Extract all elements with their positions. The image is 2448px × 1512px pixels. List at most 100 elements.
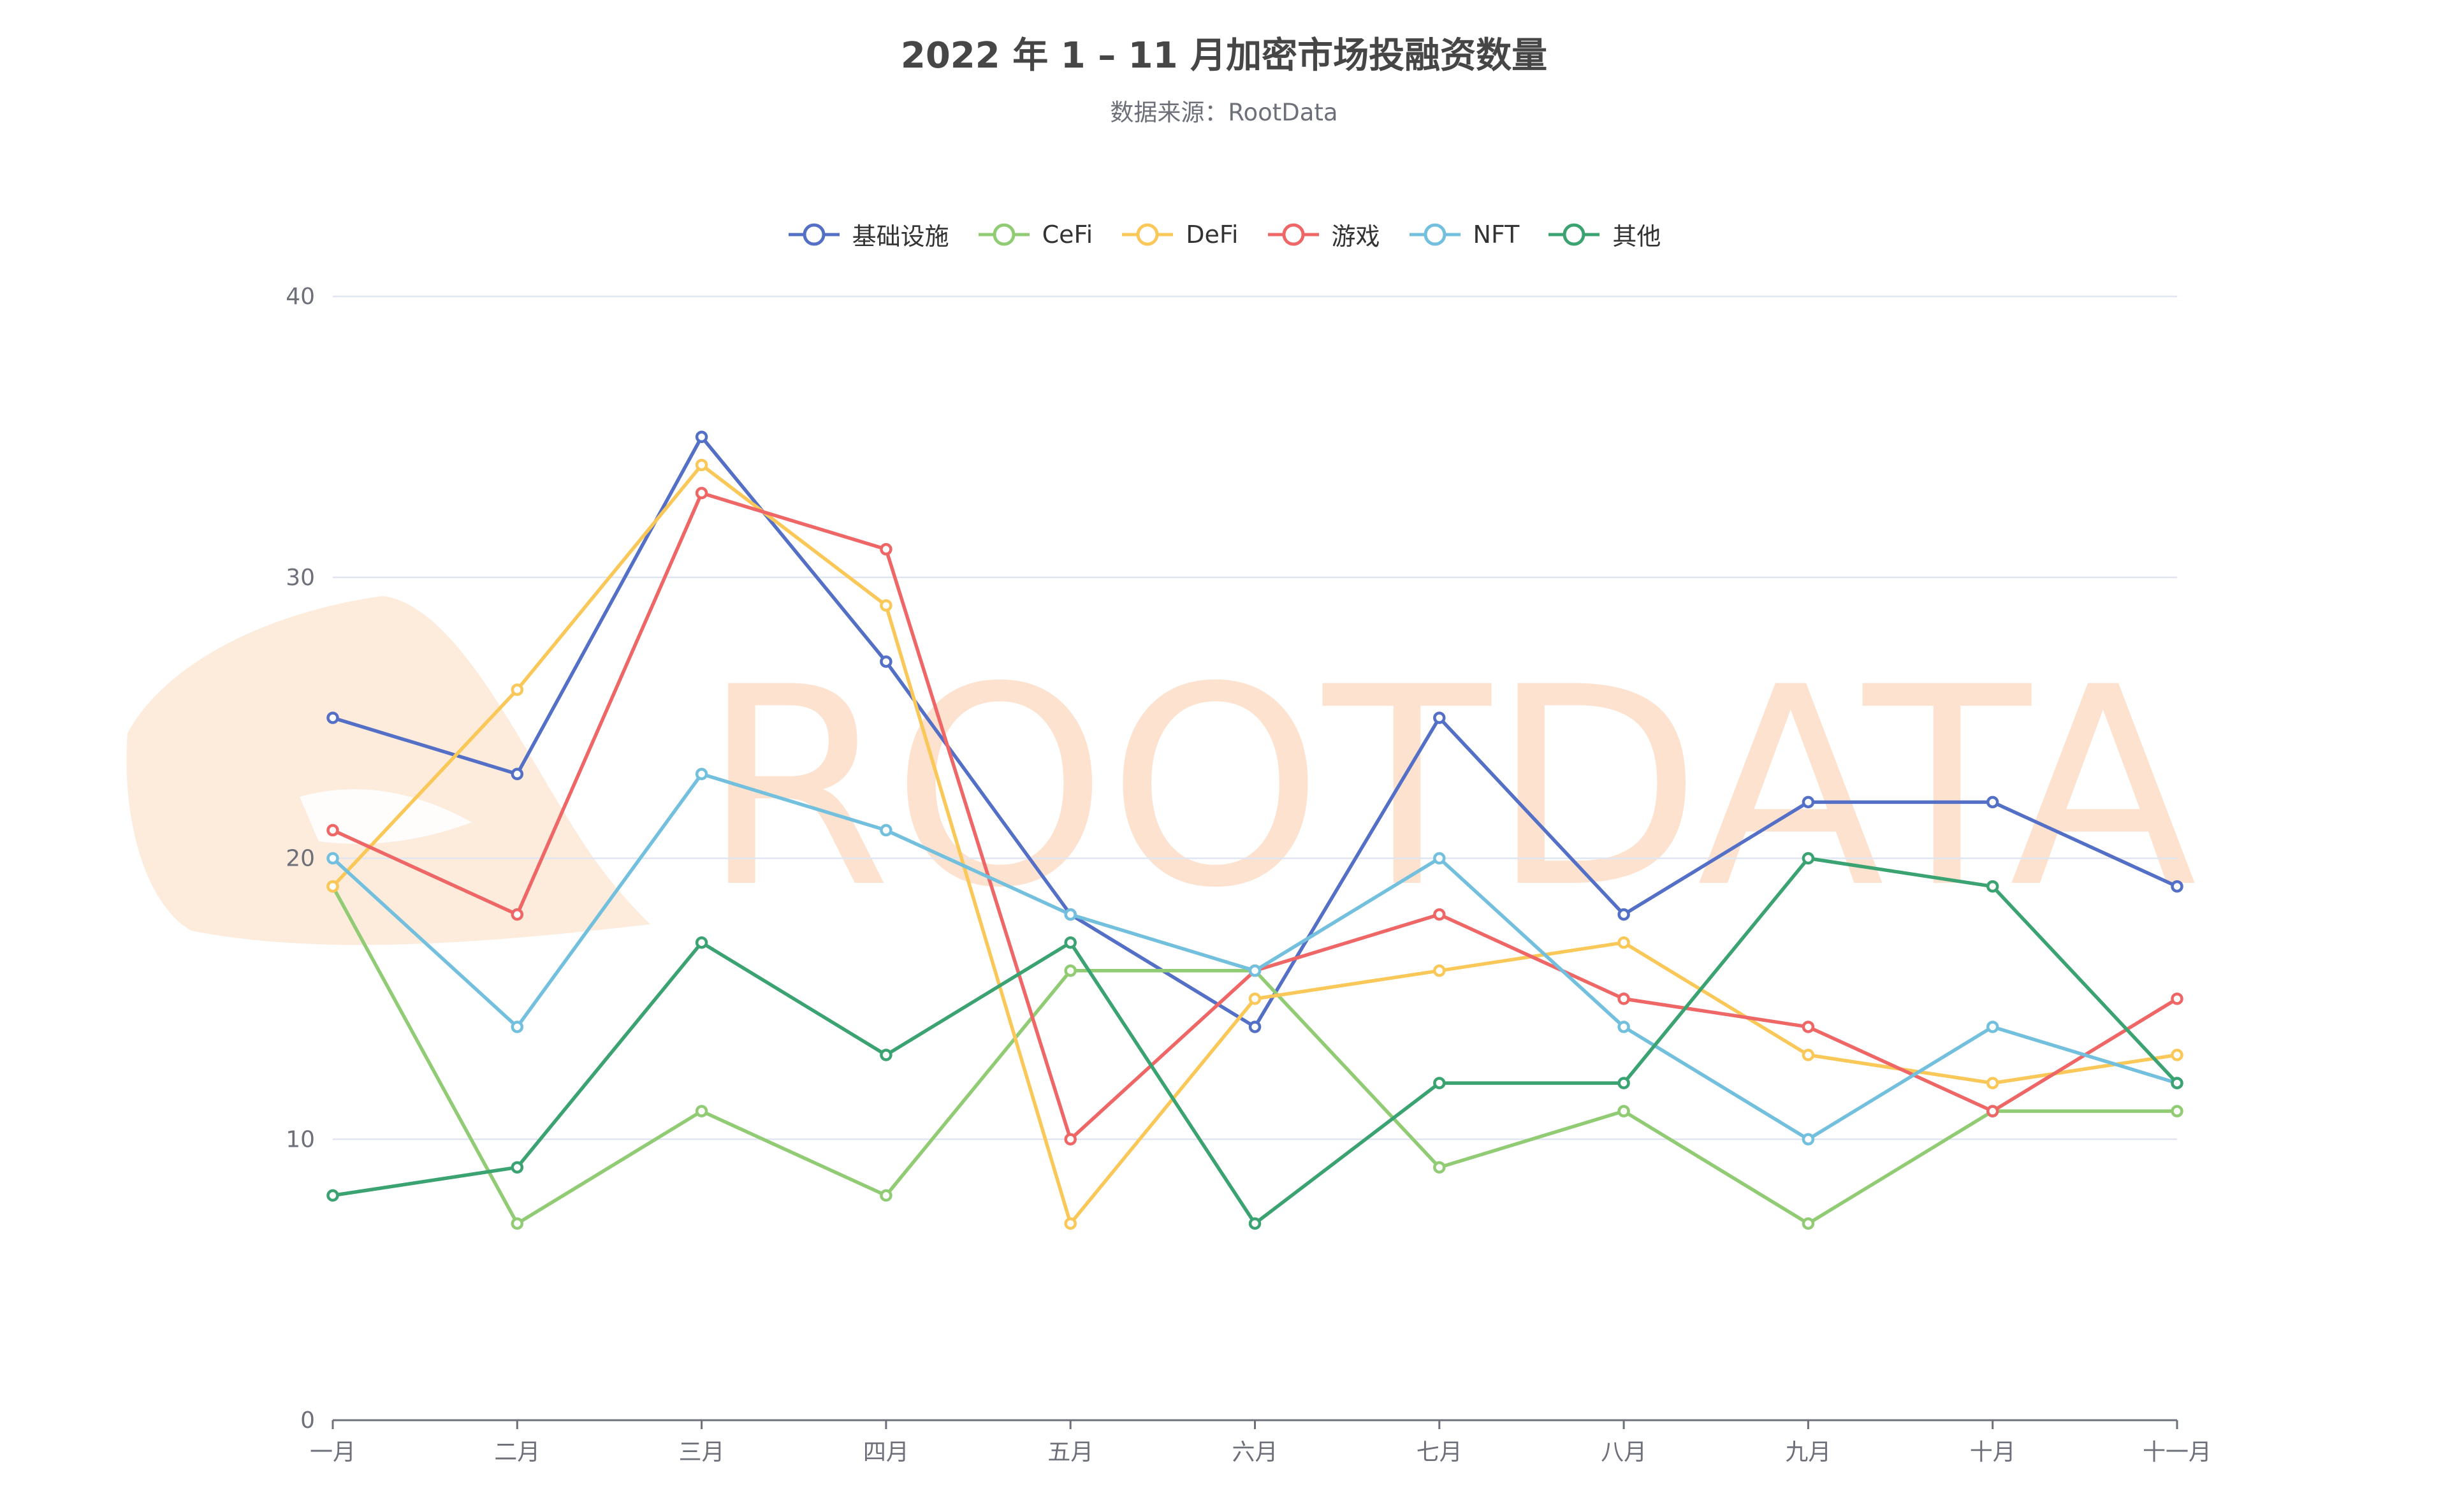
data-point[interactable] bbox=[1986, 880, 1999, 893]
data-point[interactable] bbox=[2171, 1077, 2183, 1089]
data-point[interactable] bbox=[2171, 880, 2183, 893]
data-point[interactable] bbox=[511, 683, 524, 696]
legend-item[interactable]: DeFi bbox=[1121, 217, 1239, 252]
data-point[interactable] bbox=[695, 430, 708, 444]
watermark-text: ROOTDATA bbox=[701, 629, 2198, 948]
data-point[interactable] bbox=[1986, 1021, 1999, 1033]
legend-item[interactable]: CeFi bbox=[977, 217, 1093, 252]
data-point[interactable] bbox=[880, 1049, 892, 1061]
data-point[interactable] bbox=[1617, 936, 1630, 949]
data-point[interactable] bbox=[2171, 992, 2183, 1005]
data-point[interactable] bbox=[1433, 908, 1446, 921]
x-tick-label: 四月 bbox=[863, 1439, 909, 1465]
y-tick-label: 40 bbox=[286, 284, 315, 310]
data-point[interactable] bbox=[1433, 964, 1446, 977]
data-point[interactable] bbox=[1617, 1105, 1630, 1117]
data-point[interactable] bbox=[1802, 1021, 1815, 1033]
chart-title: 2022 年 1 – 11 月加密市场投融资数量 bbox=[900, 35, 1548, 76]
data-point[interactable] bbox=[1617, 1021, 1630, 1033]
data-point[interactable] bbox=[880, 655, 892, 668]
data-point[interactable] bbox=[695, 486, 708, 500]
data-point[interactable] bbox=[1802, 852, 1815, 865]
data-point[interactable] bbox=[1986, 796, 1999, 809]
data-point[interactable] bbox=[1433, 1161, 1446, 1174]
axes: 0 10 20 30 40 一月 二月 三月 四月 五月 六月 七月 八月 九月 十月 十一月 bbox=[286, 284, 2211, 1465]
legend-label: 游戏 bbox=[1331, 222, 1380, 251]
data-point[interactable] bbox=[1064, 1133, 1077, 1145]
data-point[interactable] bbox=[695, 936, 708, 949]
legend-label: 其他 bbox=[1612, 222, 1661, 251]
chart-legend: 基础设施 CeFi DeFi 游戏 NFT 其他 bbox=[0, 217, 2448, 252]
data-point[interactable] bbox=[1433, 852, 1446, 865]
data-point[interactable] bbox=[1248, 964, 1262, 977]
data-point[interactable] bbox=[1617, 1077, 1630, 1089]
x-tick-label: 三月 bbox=[679, 1439, 725, 1465]
data-point[interactable] bbox=[1802, 796, 1815, 809]
data-point[interactable] bbox=[880, 1189, 892, 1202]
data-point[interactable] bbox=[1064, 1217, 1077, 1230]
data-point[interactable] bbox=[1617, 908, 1630, 921]
legend-item[interactable]: 基础设施 bbox=[787, 217, 949, 252]
data-point[interactable] bbox=[880, 824, 892, 837]
data-point[interactable] bbox=[1802, 1049, 1815, 1061]
x-tick-label: 七月 bbox=[1417, 1439, 1462, 1465]
watermark-logo-icon bbox=[126, 596, 650, 945]
data-point[interactable] bbox=[326, 880, 339, 893]
data-point[interactable] bbox=[695, 767, 708, 781]
legend-line-icon bbox=[1409, 223, 1461, 245]
data-point[interactable] bbox=[1617, 992, 1630, 1005]
data-point[interactable] bbox=[1064, 964, 1077, 977]
data-point[interactable] bbox=[1248, 992, 1262, 1005]
series-group bbox=[326, 852, 2183, 1230]
data-point[interactable] bbox=[511, 1161, 524, 1174]
data-point[interactable] bbox=[511, 767, 524, 781]
y-tick-label: 20 bbox=[286, 846, 315, 872]
data-point[interactable] bbox=[326, 1189, 339, 1202]
data-point[interactable] bbox=[2171, 1105, 2183, 1117]
legend-item[interactable]: NFT bbox=[1408, 217, 1520, 252]
data-point[interactable] bbox=[1433, 1077, 1446, 1089]
data-point[interactable] bbox=[880, 542, 892, 556]
y-tick-label: 10 bbox=[286, 1126, 315, 1152]
legend-item[interactable]: 游戏 bbox=[1267, 217, 1380, 252]
data-point[interactable] bbox=[326, 852, 339, 865]
data-point[interactable] bbox=[1064, 936, 1077, 949]
series-group bbox=[326, 458, 2183, 1230]
legend-item[interactable]: 其他 bbox=[1547, 217, 1661, 252]
data-point[interactable] bbox=[511, 1021, 524, 1033]
data-point[interactable] bbox=[1802, 1217, 1815, 1230]
data-point[interactable] bbox=[1986, 1105, 1999, 1117]
x-tick-label: 一月 bbox=[310, 1439, 356, 1465]
legend-label: NFT bbox=[1473, 220, 1520, 249]
series-group bbox=[326, 767, 2183, 1145]
x-tick-label: 五月 bbox=[1047, 1439, 1093, 1465]
data-point[interactable] bbox=[1802, 1133, 1815, 1145]
legend-line-icon bbox=[978, 223, 1030, 245]
x-tick-label: 二月 bbox=[494, 1439, 540, 1465]
chart-subtitle: 数据来源：RootData bbox=[1110, 99, 1338, 126]
data-point[interactable] bbox=[1433, 711, 1446, 724]
watermark-logo-cut bbox=[300, 789, 472, 844]
data-point[interactable] bbox=[326, 824, 339, 837]
series-group bbox=[326, 430, 2183, 1033]
data-point[interactable] bbox=[326, 711, 339, 724]
x-tick-label: 十月 bbox=[1970, 1439, 2016, 1465]
data-point[interactable] bbox=[1986, 1077, 1999, 1089]
data-point[interactable] bbox=[695, 458, 708, 472]
data-point[interactable] bbox=[1064, 908, 1077, 921]
data-point[interactable] bbox=[511, 1217, 524, 1230]
x-tick-label: 六月 bbox=[1232, 1439, 1278, 1465]
legend-line-icon bbox=[788, 223, 840, 245]
x-tick-label: 九月 bbox=[1785, 1439, 1831, 1465]
data-point[interactable] bbox=[511, 908, 524, 921]
y-tick-label: 0 bbox=[300, 1407, 315, 1434]
data-point[interactable] bbox=[1248, 1217, 1262, 1230]
legend-line-icon bbox=[1267, 223, 1319, 245]
data-point[interactable] bbox=[1248, 1021, 1262, 1033]
legend-label: 基础设施 bbox=[852, 222, 949, 251]
data-point[interactable] bbox=[2171, 1049, 2183, 1061]
y-tick-label: 30 bbox=[286, 565, 315, 591]
data-point[interactable] bbox=[695, 1105, 708, 1117]
data-point[interactable] bbox=[880, 599, 892, 612]
